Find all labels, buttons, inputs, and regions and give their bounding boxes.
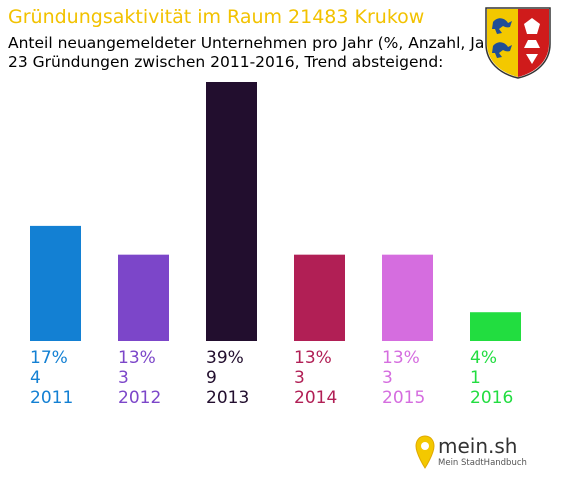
bar-2012: [118, 254, 169, 341]
logo-tagline: Mein StadtHandbuch: [438, 458, 527, 468]
mein-sh-logo: mein.sh Mein StadtHandbuch: [412, 430, 552, 476]
map-pin-icon: [415, 435, 435, 469]
count-label-2013: 9: [206, 368, 217, 388]
subtitle-line-2: 23 Gründungen zwischen 2011-2016, Trend …: [8, 53, 444, 71]
bar-2015: [382, 254, 433, 341]
percent-label-2014: 13%: [294, 348, 332, 368]
count-label-2014: 3: [294, 368, 305, 388]
year-label-2014: 2014: [294, 388, 338, 408]
bar-2011: [30, 225, 81, 341]
subtitle-line-1: Anteil neuangemeldeter Unternehmen pro J…: [8, 34, 507, 52]
year-label-2016: 2016: [470, 388, 514, 408]
percent-label-2011: 17%: [30, 348, 68, 368]
count-label-2016: 1: [470, 368, 481, 388]
count-label-2012: 3: [118, 368, 129, 388]
year-label-2012: 2012: [118, 388, 162, 408]
chart-subtitle: Anteil neuangemeldeter Unternehmen pro J…: [8, 34, 507, 72]
bar-2016: [470, 312, 521, 341]
year-label-2011: 2011: [30, 388, 74, 408]
year-label-2015: 2015: [382, 388, 426, 408]
bar-2014: [294, 254, 345, 341]
percent-label-2012: 13%: [118, 348, 156, 368]
count-label-2011: 4: [30, 368, 41, 388]
count-label-2015: 3: [382, 368, 393, 388]
logo-name: mein.sh: [438, 434, 518, 458]
percent-label-2013: 39%: [206, 348, 244, 368]
schleswig-holstein-coat-of-arms-icon: [485, 7, 551, 79]
year-label-2013: 2013: [206, 388, 250, 408]
bar-2013: [206, 82, 257, 341]
chart-title: Gründungsaktivität im Raum 21483 Krukow: [8, 6, 425, 28]
percent-label-2015: 13%: [382, 348, 420, 368]
percent-label-2016: 4%: [470, 348, 497, 368]
